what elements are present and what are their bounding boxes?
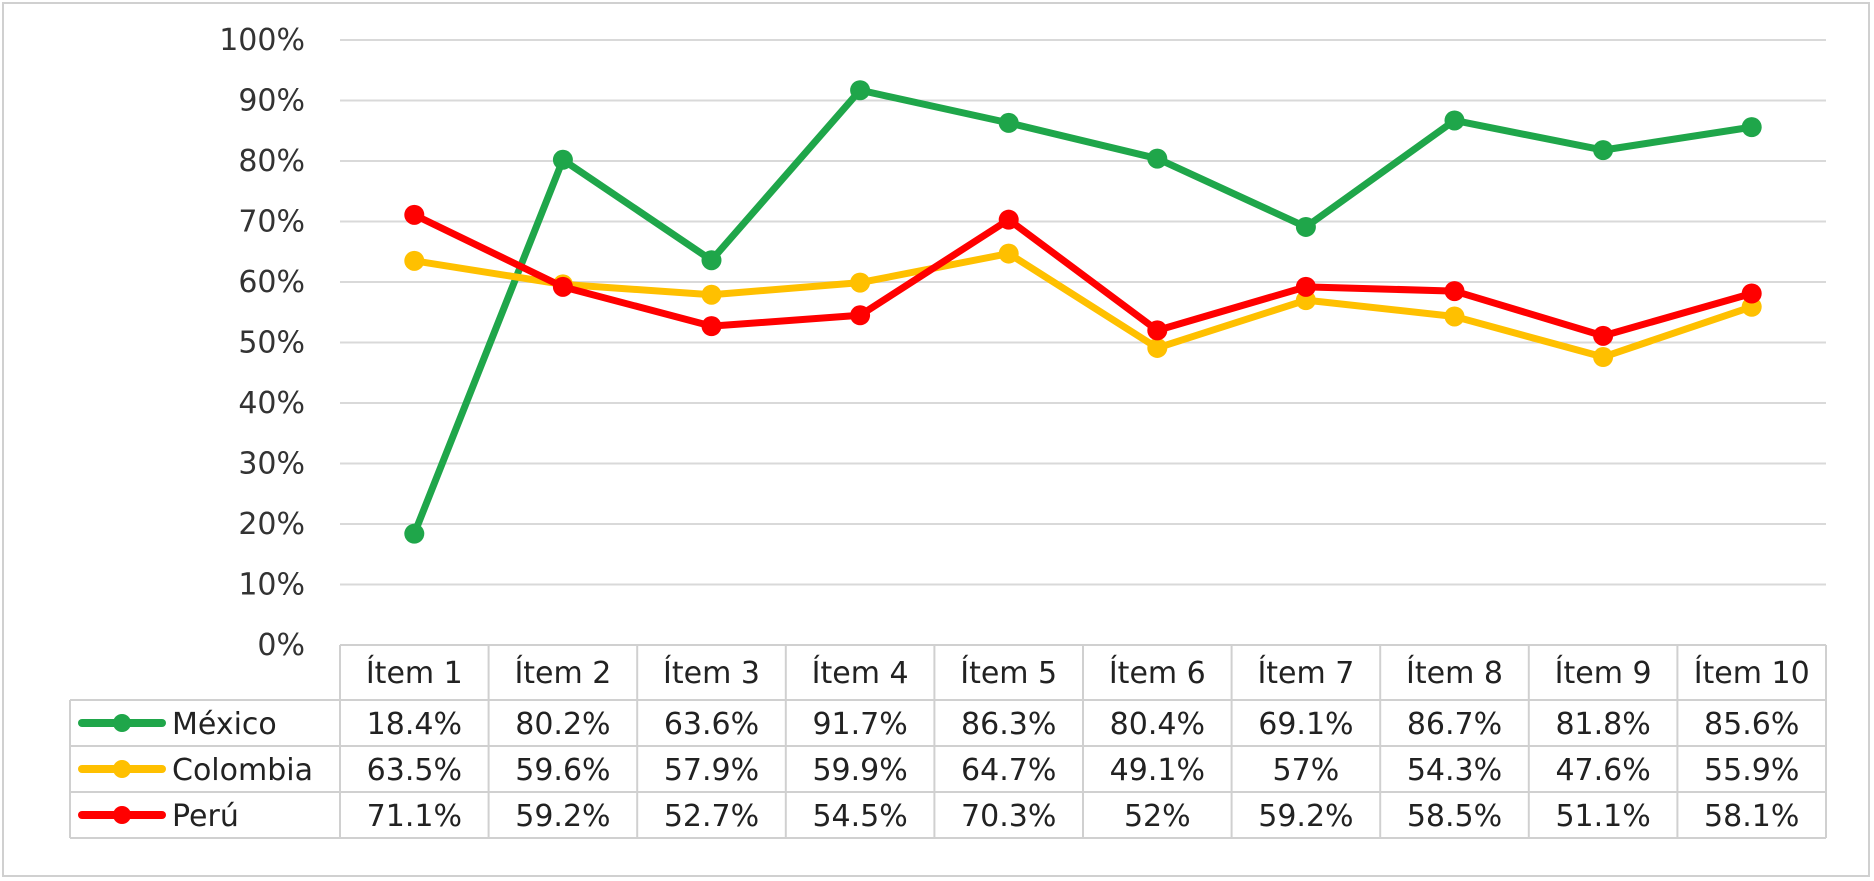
y-tick-label: 20% — [238, 507, 305, 542]
legend-key-marker — [113, 760, 131, 778]
data-point — [1295, 216, 1316, 237]
data-cell-value: 71.1% — [367, 799, 462, 834]
category-label: Ítem 1 — [366, 655, 463, 691]
data-point — [552, 276, 573, 297]
y-tick-label: 80% — [238, 144, 305, 179]
data-cell-value: 58.5% — [1407, 799, 1502, 834]
category-label: Ítem 3 — [663, 655, 760, 691]
data-point — [404, 250, 425, 271]
y-tick-label: 10% — [238, 568, 305, 603]
data-cell-value: 80.2% — [515, 707, 610, 742]
data-cell-value: 51.1% — [1555, 799, 1650, 834]
y-tick-label: 70% — [238, 205, 305, 240]
data-point — [1444, 281, 1465, 302]
data-cell-value: 81.8% — [1555, 707, 1650, 742]
series-name-label: México — [172, 707, 277, 742]
data-point — [404, 204, 425, 225]
category-label: Ítem 2 — [514, 655, 611, 691]
data-point — [1444, 110, 1465, 131]
gridlines — [340, 39, 1826, 586]
data-point — [1741, 283, 1762, 304]
data-point — [850, 305, 871, 326]
data-cell-value: 57% — [1273, 753, 1340, 788]
category-label: Ítem 8 — [1406, 655, 1503, 691]
data-cell-value: 86.7% — [1407, 707, 1502, 742]
data-point — [850, 80, 871, 101]
series-line — [413, 250, 1753, 361]
data-cell-value: 85.6% — [1704, 707, 1799, 742]
category-label: Ítem 7 — [1257, 655, 1354, 691]
data-cell-value: 49.1% — [1110, 753, 1205, 788]
category-label: Ítem 10 — [1694, 655, 1810, 691]
data-point — [404, 523, 425, 544]
data-cell-value: 59.2% — [515, 799, 610, 834]
data-point — [1593, 347, 1614, 368]
y-tick-label: 30% — [238, 447, 305, 482]
category-label: Ítem 6 — [1109, 655, 1206, 691]
legend-key-marker — [113, 714, 131, 732]
y-tick-label: 0% — [257, 628, 305, 663]
data-cell-value: 63.5% — [367, 753, 462, 788]
data-point — [850, 272, 871, 293]
y-tick-label: 60% — [238, 265, 305, 300]
data-point — [1295, 276, 1316, 297]
data-cell-value: 64.7% — [961, 753, 1056, 788]
series-name-label: Perú — [172, 799, 239, 834]
data-point — [1147, 337, 1168, 358]
data-cell-value: 70.3% — [961, 799, 1056, 834]
data-cell-value: 52% — [1124, 799, 1191, 834]
series-lines — [404, 80, 1762, 544]
data-cell-value: 69.1% — [1258, 707, 1353, 742]
data-point — [1593, 140, 1614, 161]
category-label: Ítem 5 — [960, 655, 1057, 691]
data-point — [998, 112, 1019, 133]
data-point — [1444, 306, 1465, 327]
data-point — [1741, 117, 1762, 138]
data-cell-value: 47.6% — [1555, 753, 1650, 788]
data-cell-value: 59.2% — [1258, 799, 1353, 834]
y-tick-label: 100% — [219, 23, 305, 58]
data-cell-value: 80.4% — [1110, 707, 1205, 742]
data-point — [998, 209, 1019, 230]
legend-key-marker — [113, 806, 131, 824]
data-point — [1147, 320, 1168, 341]
data-table: Ítem 1 Ítem 2 Ítem 3 Ítem 4 Ítem 5 Ítem 6 Ítem… — [69, 644, 1827, 839]
y-tick-label: 50% — [238, 326, 305, 361]
data-cell-value: 54.5% — [812, 799, 907, 834]
data-cell-value: 86.3% — [961, 707, 1056, 742]
y-tick-label: 40% — [238, 386, 305, 421]
data-point — [1593, 325, 1614, 346]
data-point — [701, 284, 722, 305]
data-point — [552, 149, 573, 170]
data-cell-value: 18.4% — [367, 707, 462, 742]
series-line — [411, 86, 1753, 535]
data-cell-value: 54.3% — [1407, 753, 1502, 788]
data-cell-value: 59.9% — [812, 753, 907, 788]
y-axis-tick-labels: 0% 10% 20% 30% 40% 50% 60% 70% 80% 90% 100% — [219, 23, 305, 663]
data-cell-value: 59.6% — [515, 753, 610, 788]
data-cell-value: 57.9% — [664, 753, 759, 788]
data-cell-value: 91.7% — [812, 707, 907, 742]
data-point — [701, 250, 722, 271]
data-cell-value: 55.9% — [1704, 753, 1799, 788]
y-tick-label: 90% — [238, 84, 305, 119]
series-line — [412, 211, 1753, 340]
data-point — [1147, 148, 1168, 169]
data-cell-value: 58.1% — [1704, 799, 1799, 834]
category-label: Ítem 4 — [812, 655, 909, 691]
data-point — [998, 243, 1019, 264]
category-label: Ítem 9 — [1555, 655, 1652, 691]
data-point — [701, 316, 722, 337]
data-cell-value: 63.6% — [664, 707, 759, 742]
data-cell-value: 52.7% — [664, 799, 759, 834]
series-name-label: Colombia — [172, 753, 313, 788]
